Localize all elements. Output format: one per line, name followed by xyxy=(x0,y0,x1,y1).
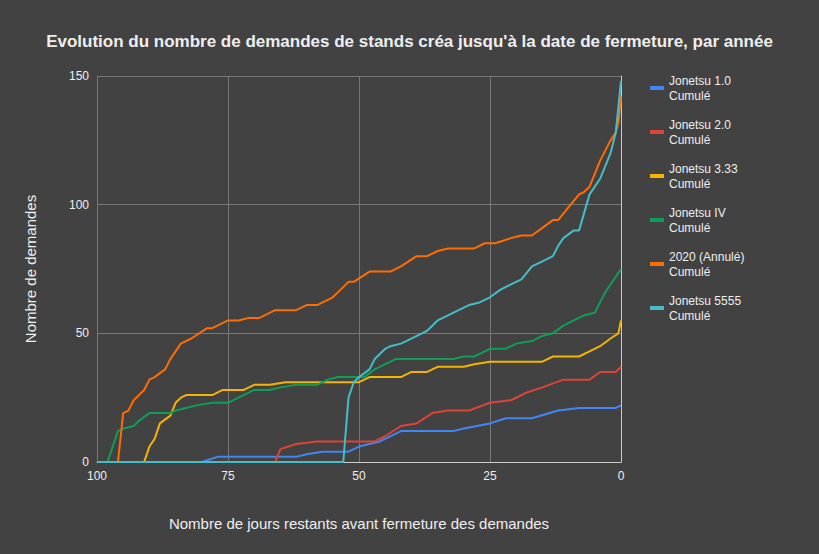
svg-text:150: 150 xyxy=(69,69,89,83)
svg-text:50: 50 xyxy=(76,326,90,340)
svg-text:50: 50 xyxy=(352,469,366,483)
svg-text:75: 75 xyxy=(221,469,235,483)
svg-text:Evolution du nombre de demande: Evolution du nombre de demandes de stand… xyxy=(46,32,773,51)
svg-text:Cumulé: Cumulé xyxy=(669,309,711,323)
svg-text:Jonetsu 1.0: Jonetsu 1.0 xyxy=(669,74,731,88)
svg-text:Cumulé: Cumulé xyxy=(669,265,711,279)
svg-text:0: 0 xyxy=(82,455,89,469)
svg-text:Jonetsu 2.0: Jonetsu 2.0 xyxy=(669,118,731,132)
svg-text:Nombre de jours restants avant: Nombre de jours restants avant fermeture… xyxy=(169,515,549,532)
svg-text:Nombre de demandes: Nombre de demandes xyxy=(22,195,39,343)
svg-text:Cumulé: Cumulé xyxy=(669,133,711,147)
svg-text:Cumulé: Cumulé xyxy=(669,177,711,191)
svg-text:Cumulé: Cumulé xyxy=(669,221,711,235)
svg-text:25: 25 xyxy=(483,469,497,483)
svg-text:100: 100 xyxy=(69,198,89,212)
svg-text:Jonetsu 3.33: Jonetsu 3.33 xyxy=(669,162,738,176)
svg-text:Cumulé: Cumulé xyxy=(669,89,711,103)
svg-text:Jonetsu IV: Jonetsu IV xyxy=(669,206,726,220)
svg-text:0: 0 xyxy=(618,469,625,483)
svg-text:100: 100 xyxy=(87,469,107,483)
svg-text:2020 (Annulé): 2020 (Annulé) xyxy=(669,250,744,264)
svg-text:Jonetsu 5555: Jonetsu 5555 xyxy=(669,294,741,308)
